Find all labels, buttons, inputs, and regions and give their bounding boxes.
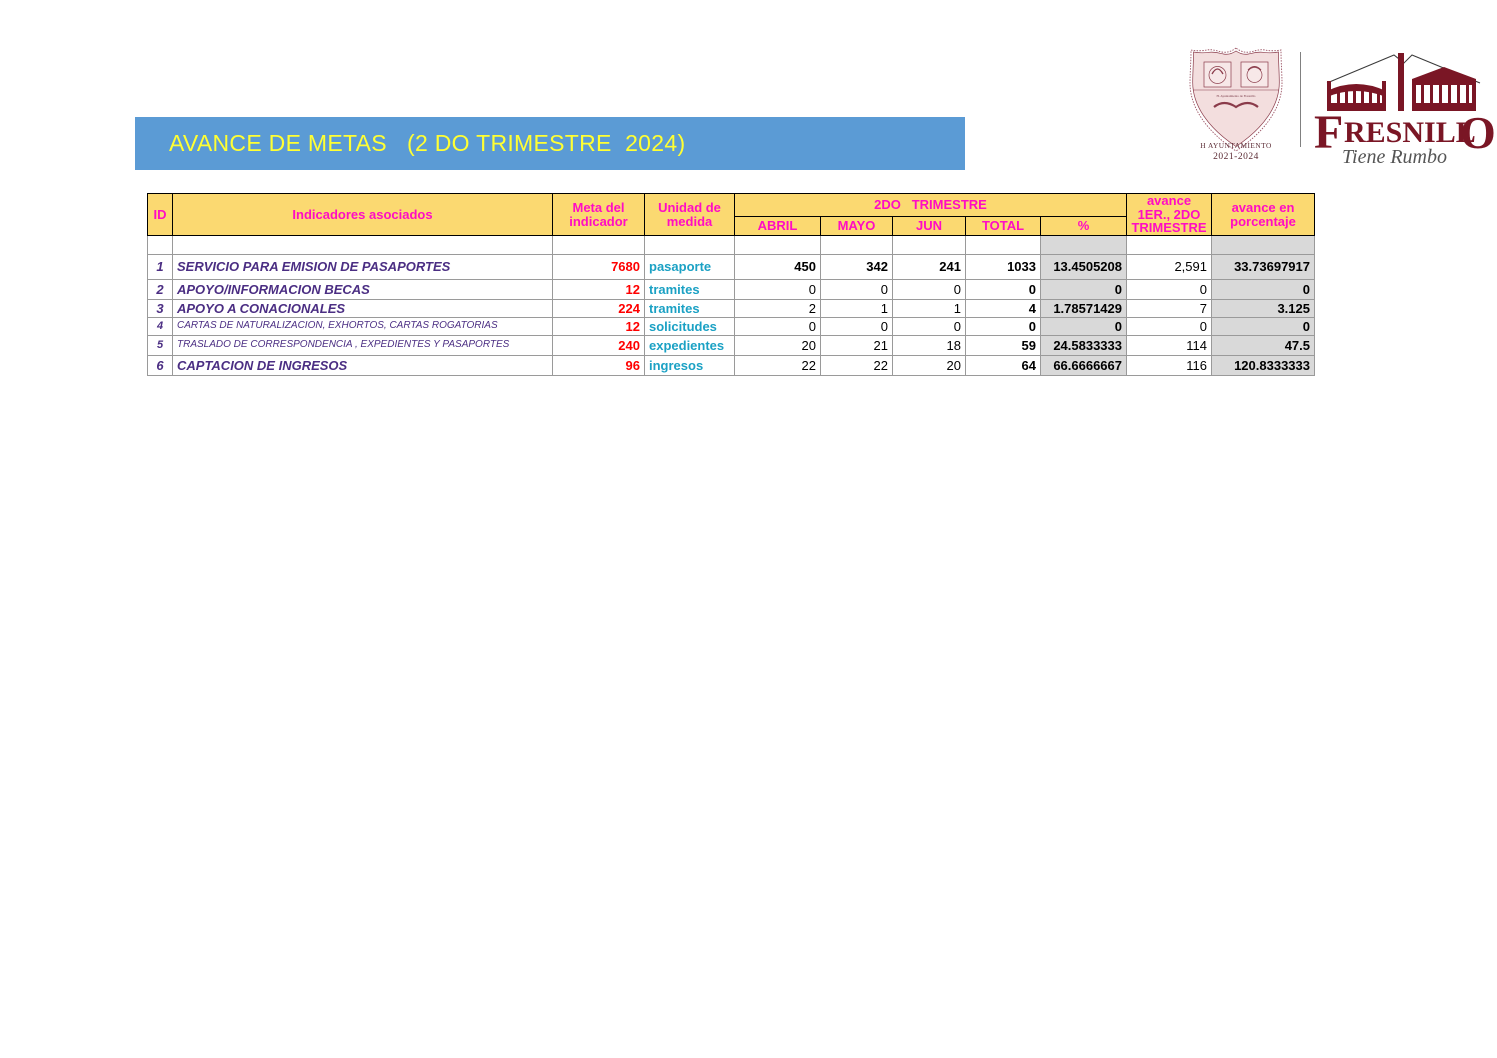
svg-text:RESNILL: RESNILL <box>1344 116 1476 149</box>
svg-text:O: O <box>1460 107 1496 158</box>
svg-text:H AYUNTAMIENTO: H AYUNTAMIENTO <box>1200 141 1271 150</box>
svg-text:Tiene Rumbo: Tiene Rumbo <box>1342 146 1447 165</box>
svg-text:H. Ayuntamiento de Fresnillo: H. Ayuntamiento de Fresnillo <box>1217 94 1256 98</box>
svg-text:2021-2024: 2021-2024 <box>1213 152 1259 162</box>
svg-text:F: F <box>1314 106 1343 159</box>
